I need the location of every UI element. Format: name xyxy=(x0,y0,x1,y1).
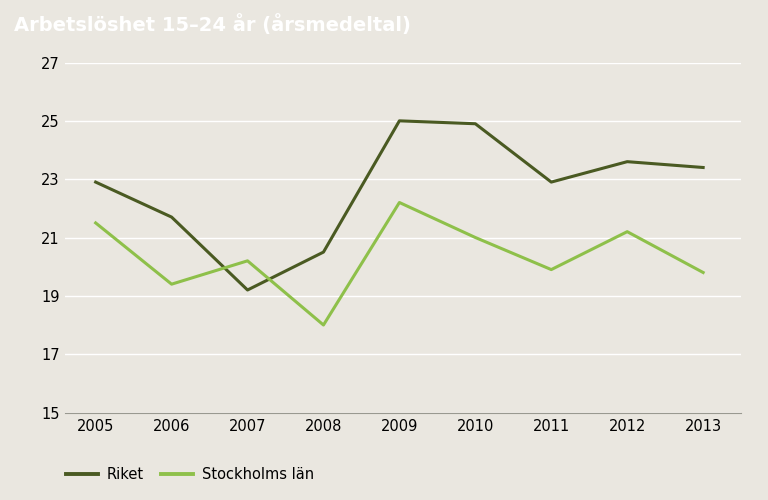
Legend: Riket, Stockholms län: Riket, Stockholms län xyxy=(66,467,314,482)
Text: Arbetslöshet 15–24 år (årsmedeltal): Arbetslöshet 15–24 år (årsmedeltal) xyxy=(14,14,411,34)
